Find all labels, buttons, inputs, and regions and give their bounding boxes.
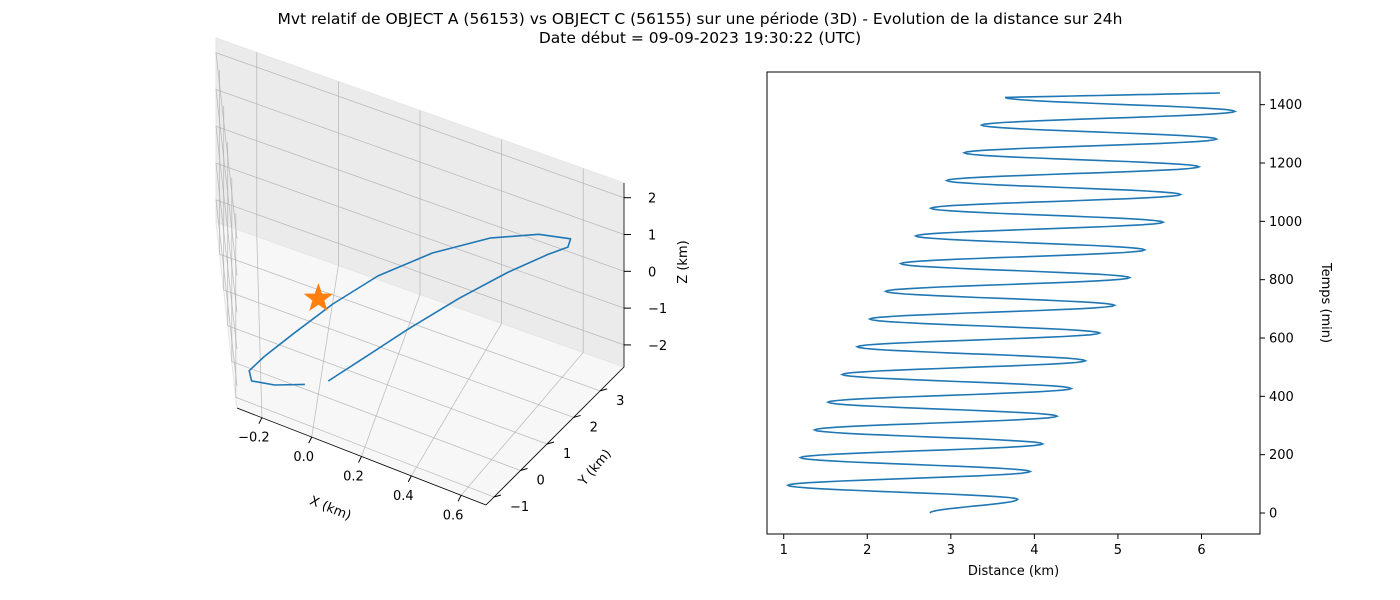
x-tick-label: 6 bbox=[1197, 543, 1205, 558]
x-tick-label: 0.0 bbox=[293, 450, 314, 465]
x-grid-line bbox=[256, 52, 263, 418]
x-grid-line bbox=[311, 81, 339, 438]
y-grid-line bbox=[235, 213, 495, 498]
x-tick-mark bbox=[358, 456, 362, 463]
y-tick-label: 200 bbox=[1269, 448, 1294, 463]
z-grid-line bbox=[215, 162, 625, 350]
y-tick-label: 800 bbox=[1269, 273, 1294, 288]
y-tick-label: 1400 bbox=[1269, 98, 1302, 113]
y-tick-label: 400 bbox=[1269, 390, 1294, 405]
y-grid-line bbox=[227, 141, 548, 445]
y-axis-line bbox=[485, 366, 625, 506]
y-grid-line bbox=[223, 106, 574, 418]
chart-title-block: Mvt relatif de OBJECT A (56153) vs OBJEC… bbox=[0, 10, 1400, 48]
chart-subtitle: Date début = 09-09-2023 19:30:22 (UTC) bbox=[538, 29, 862, 47]
plot-frame bbox=[766, 71, 1261, 535]
y-tick-label: 3 bbox=[616, 394, 624, 409]
chart-title: Mvt relatif de OBJECT A (56153) vs OBJEC… bbox=[277, 10, 1123, 28]
x-tick-label: 4 bbox=[1030, 543, 1038, 558]
y-tick-label: 2 bbox=[590, 420, 598, 435]
distance-series-line bbox=[785, 92, 1238, 514]
y-grid-line bbox=[219, 70, 601, 392]
z-tick-label: 1 bbox=[648, 229, 656, 244]
x-axis-label: Distance (km) bbox=[968, 564, 1059, 579]
y-tick-mark bbox=[520, 468, 528, 471]
y-grid-line bbox=[231, 177, 521, 471]
z-tick-label: −2 bbox=[648, 339, 667, 354]
x-tick-label: 0.6 bbox=[443, 508, 464, 523]
y-tick-label: 1000 bbox=[1269, 215, 1302, 230]
z-tick-label: 0 bbox=[648, 265, 656, 280]
z-axis-label: Z (km) bbox=[676, 240, 691, 283]
x-tick-mark bbox=[308, 436, 313, 444]
y-tick-mark bbox=[599, 388, 608, 392]
x-tick-label: 5 bbox=[1114, 543, 1122, 558]
x-tick-label: −0.2 bbox=[238, 431, 270, 446]
x-grid-line bbox=[361, 110, 421, 457]
x-tick-mark bbox=[407, 475, 412, 483]
x-tick-label: 2 bbox=[863, 543, 871, 558]
y-tick-mark bbox=[493, 494, 502, 498]
x-tick-label: 3 bbox=[947, 543, 955, 558]
y-tick-mark bbox=[546, 441, 555, 445]
x-tick-mark bbox=[258, 417, 263, 424]
y-tick-label: 0 bbox=[1269, 507, 1277, 522]
x-grid-line bbox=[410, 139, 503, 477]
x-tick-mark bbox=[457, 495, 462, 502]
z-tick-label: 2 bbox=[648, 192, 656, 207]
x-grid-line bbox=[460, 168, 584, 496]
y-tick-label: 0 bbox=[537, 474, 545, 489]
z-grid-line bbox=[215, 199, 625, 386]
origin-star-marker bbox=[303, 282, 334, 312]
y-tick-label: 600 bbox=[1269, 332, 1294, 347]
y-tick-label: 1 bbox=[563, 447, 571, 462]
x-tick-label: 0.2 bbox=[343, 470, 364, 485]
y-tick-label: 1200 bbox=[1269, 157, 1302, 172]
x-tick-label: 1 bbox=[780, 543, 788, 558]
x-tick-label: 0.4 bbox=[393, 489, 414, 504]
y-tick-label: −1 bbox=[510, 500, 529, 515]
z-tick-label: −1 bbox=[648, 302, 667, 317]
y-tick-mark bbox=[573, 414, 581, 418]
trajectory-line bbox=[248, 233, 572, 386]
y-axis-label: Temps (min) bbox=[1318, 262, 1333, 343]
z-grid-line bbox=[215, 52, 625, 239]
z-grid-line bbox=[215, 125, 625, 313]
z-grid-line bbox=[215, 88, 625, 276]
